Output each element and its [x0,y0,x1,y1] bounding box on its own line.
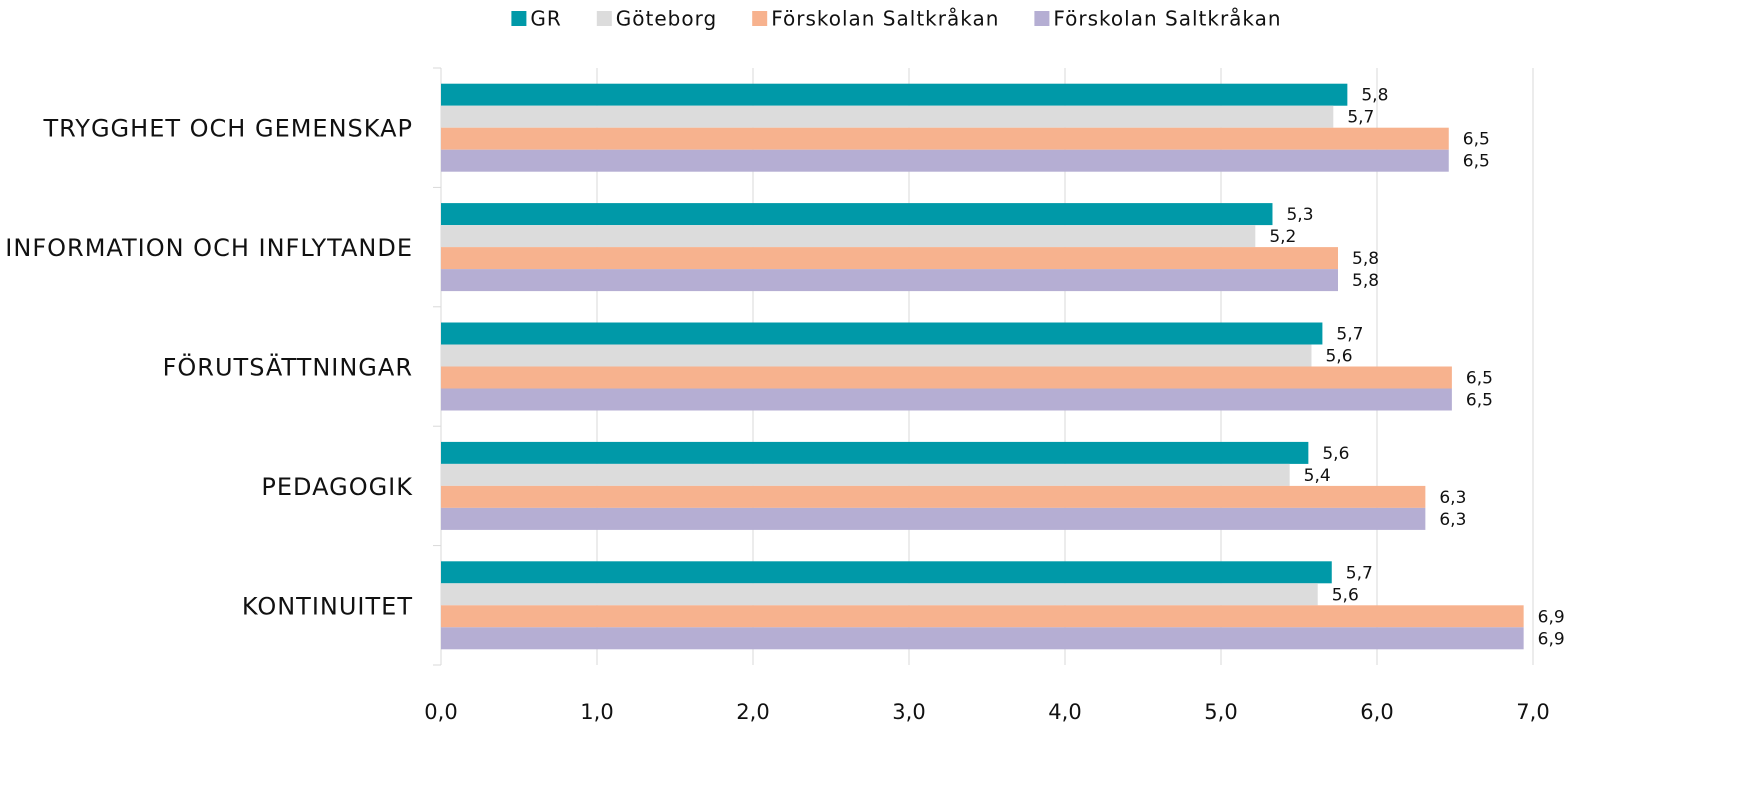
value-label: 5,2 [1269,227,1296,247]
value-label: 5,8 [1361,86,1388,106]
value-label: 5,8 [1352,249,1379,269]
bar [441,485,1426,508]
bar [441,441,1309,464]
x-tick-label: 6,0 [1360,700,1393,724]
legend-label: GR [530,7,561,31]
x-tick-label: 1,0 [580,700,613,724]
value-label: 5,6 [1322,444,1349,464]
bar [441,105,1334,128]
value-label: 5,3 [1286,205,1313,225]
y-tick-label: TRYGGHET OCH GEMENSKAP [42,115,413,143]
legend-swatch [1034,11,1050,26]
legend-swatch [511,11,527,26]
bar [441,344,1312,367]
legend-swatch [596,11,612,26]
bar [441,627,1524,650]
value-label: 6,5 [1463,130,1490,150]
x-tick-label: 7,0 [1516,700,1549,724]
bar [441,561,1332,584]
value-label: 5,6 [1332,585,1359,605]
value-label: 5,8 [1352,271,1379,291]
bar [441,269,1338,292]
bar [441,247,1338,270]
bar [441,605,1524,628]
value-label: 5,4 [1304,466,1331,486]
bar [441,583,1318,606]
bar [441,225,1256,248]
bar [441,203,1273,226]
bar [441,388,1452,411]
legend-label: Förskolan Saltkråkan [771,7,999,31]
bar [441,127,1449,150]
y-tick-label: INFORMATION OCH INFLYTANDE [5,234,413,262]
x-tick-label: 4,0 [1048,700,1081,724]
value-label: 6,9 [1538,629,1565,649]
value-label: 5,6 [1325,347,1352,367]
legend-label: Göteborg [616,7,717,31]
value-label: 6,9 [1538,607,1565,627]
bar [441,507,1426,530]
bar [441,149,1449,172]
bar [441,83,1348,106]
x-tick-label: 0,0 [424,700,457,724]
x-tick-label: 2,0 [736,700,769,724]
value-label: 6,5 [1463,152,1490,172]
bar [441,463,1290,486]
value-label: 5,7 [1336,325,1363,345]
legend-swatch [752,11,768,26]
value-label: 5,7 [1346,563,1373,583]
value-label: 6,5 [1466,369,1493,389]
value-label: 5,7 [1347,108,1374,128]
value-label: 6,3 [1439,488,1466,508]
value-label: 6,3 [1439,510,1466,530]
legend-label: Förskolan Saltkråkan [1053,7,1281,31]
bar [441,366,1452,389]
x-tick-label: 5,0 [1204,700,1237,724]
bar [441,322,1323,345]
y-tick-label: PEDAGOGIK [261,473,413,501]
x-tick-label: 3,0 [892,700,925,724]
y-tick-label: FÖRUTSÄTTNINGAR [163,353,413,382]
value-label: 6,5 [1466,391,1493,411]
y-tick-label: KONTINUITET [242,592,413,620]
